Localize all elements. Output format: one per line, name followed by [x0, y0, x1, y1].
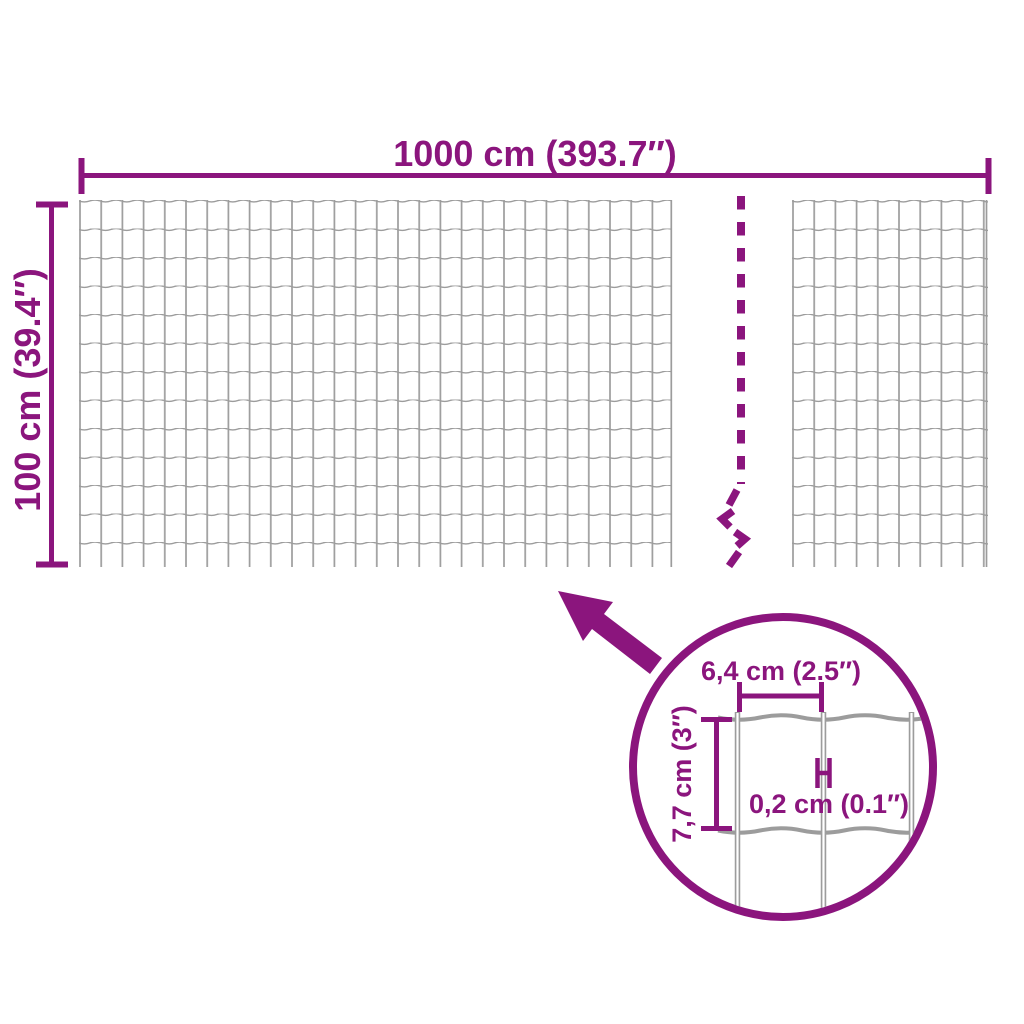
cell-height-dimension: 7,7 cm (3″) — [667, 705, 732, 843]
mesh-panel-left — [79, 200, 673, 567]
break-zigzag — [716, 488, 752, 569]
fence-height-dimension: 100 cm (39.4″) — [7, 201, 68, 568]
panel-break-line — [716, 196, 752, 569]
wire-thickness-marker — [815, 758, 832, 788]
mesh-grid — [79, 200, 672, 567]
cell-width-dimension: 6,4 cm (2.5″) — [701, 656, 861, 712]
detail-circle — [629, 613, 937, 921]
cell-height-label: 7,7 cm (3″) — [667, 705, 697, 843]
fence-width-dimension: 1000 cm (393.7″) — [78, 133, 992, 194]
mesh-grid — [792, 200, 988, 567]
mesh-panel-right — [792, 200, 988, 567]
fence-width-label: 1000 cm (393.7″) — [393, 133, 676, 174]
fence-height-label: 100 cm (39.4″) — [7, 268, 48, 511]
zoom-arrow-icon — [558, 591, 662, 674]
wire-thickness-label: 0,2 cm (0.1″) — [749, 789, 909, 819]
cell-width-label: 6,4 cm (2.5″) — [701, 656, 861, 686]
